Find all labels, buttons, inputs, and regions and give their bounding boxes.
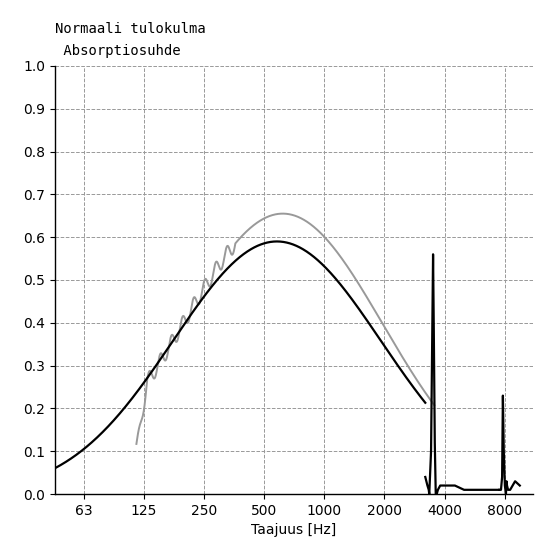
X-axis label: Taajuus [Hz]: Taajuus [Hz] [251,523,337,537]
Text: Normaali tulokulma: Normaali tulokulma [55,22,206,36]
Text: Absorptiosuhde: Absorptiosuhde [55,44,181,58]
